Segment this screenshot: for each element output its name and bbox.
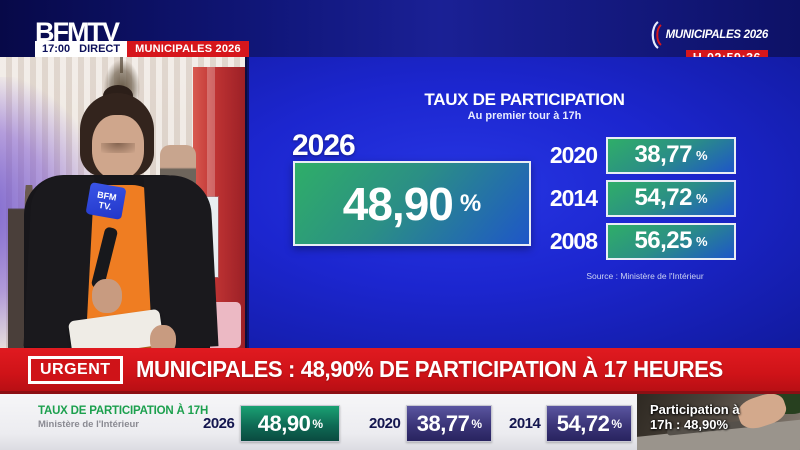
header-band: BFMTV 17:00 DIRECT MUNICIPALES 2026 MUNI… — [0, 0, 800, 66]
history-row-2020: 2020 38,77 % — [544, 135, 794, 175]
urgent-tag: URGENT — [28, 355, 123, 384]
history-row-2014: 2014 54,72 % — [544, 178, 794, 218]
participation-panel: TAUX DE PARTICIPATION Au premier tour à … — [249, 57, 800, 348]
ticker-value: 48,90 — [257, 410, 311, 436]
program-badge: MUNICIPALES 2026 — [127, 41, 249, 57]
featured-value: 48,90 — [342, 177, 454, 230]
clock-time: 17:00 — [42, 43, 71, 55]
ticker-title: TAUX DE PARTICIPATION À 17H — [38, 405, 209, 417]
bfmtv-mic-flag: BFM TV. — [85, 182, 127, 220]
event-line: MUNICIPALES 2026 — [648, 21, 768, 49]
history-value: 38,77 — [634, 141, 692, 168]
ticker-value-box-purple: 54,72 % — [546, 405, 633, 442]
thumbnail-caption: Participation à 17h : 48,90% — [650, 402, 740, 432]
ticker-unit: % — [312, 416, 323, 431]
ticker-item-2026: 2026 48,90 % — [203, 394, 341, 450]
history-value: 54,72 — [634, 184, 692, 211]
ticker-unit: % — [611, 416, 622, 431]
ticker-value-box-purple: 38,77 % — [406, 405, 493, 442]
history-value-box: 56,25 % — [606, 222, 736, 260]
ticker-item-2014: 2014 54,72 % — [509, 394, 633, 450]
ballot-video-thumbnail: Participation à 17h : 48,90% — [637, 394, 800, 450]
history-unit: % — [696, 233, 708, 249]
history-year: 2014 — [549, 184, 598, 211]
featured-value-box: 48,90 % — [293, 161, 531, 246]
ticker-year: 2026 — [203, 415, 235, 432]
ticker-unit: % — [471, 416, 482, 431]
source-attribution: Source : Ministère de l'Intérieur — [586, 271, 704, 281]
breaking-news-banner: URGENT MUNICIPALES : 48,90% DE PARTICIPA… — [0, 348, 800, 391]
reporter-gaze — [101, 143, 135, 153]
history-value-box: 54,72 % — [606, 179, 736, 217]
featured-unit: % — [459, 189, 482, 217]
panel-title: TAUX DE PARTICIPATION — [424, 90, 625, 109]
history-year: 2008 — [549, 227, 598, 254]
event-badge: MUNICIPALES 2026 — [665, 29, 769, 41]
mic-label-line2: TV. — [97, 199, 113, 212]
header-badge-row: 17:00 DIRECT MUNICIPALES 2026 — [35, 41, 249, 57]
ticker-item-2020: 2020 38,77 % — [369, 394, 493, 450]
live-video-feed: BFM TV. — [0, 57, 247, 348]
history-unit: % — [696, 147, 708, 163]
ticker-value: 38,77 — [416, 410, 470, 436]
time-direct-badge: 17:00 DIRECT — [35, 41, 128, 57]
history-year: 2020 — [549, 141, 598, 168]
ticker-value-box-green: 48,90 % — [240, 405, 341, 442]
history-row-2008: 2008 56,25 % — [544, 221, 794, 261]
history-value-box: 38,77 % — [606, 136, 736, 174]
reporter-hand-notes — [150, 325, 176, 348]
ticker-value: 54,72 — [556, 410, 610, 436]
thumbnail-caption-line1: Participation à — [650, 402, 740, 417]
flag-swoosh-icon — [651, 21, 662, 49]
reporter-hand-mic — [92, 279, 122, 313]
ticker-year: 2014 — [509, 415, 541, 432]
history-unit: % — [696, 190, 708, 206]
breaking-headline: MUNICIPALES : 48,90% DE PARTICIPATION À … — [135, 356, 723, 382]
history-value: 56,25 — [634, 227, 692, 254]
direct-label: DIRECT — [79, 43, 121, 55]
ticker-year: 2020 — [369, 415, 401, 432]
panel-subtitle: Au premier tour à 17h — [467, 110, 582, 122]
ticker-source: Ministère de l'Intérieur — [38, 419, 139, 430]
ticker-strip: TAUX DE PARTICIPATION À 17H Ministère de… — [0, 391, 800, 450]
thumbnail-caption-line2: 17h : 48,90% — [650, 417, 729, 432]
featured-year-label: 2026 — [292, 129, 356, 162]
